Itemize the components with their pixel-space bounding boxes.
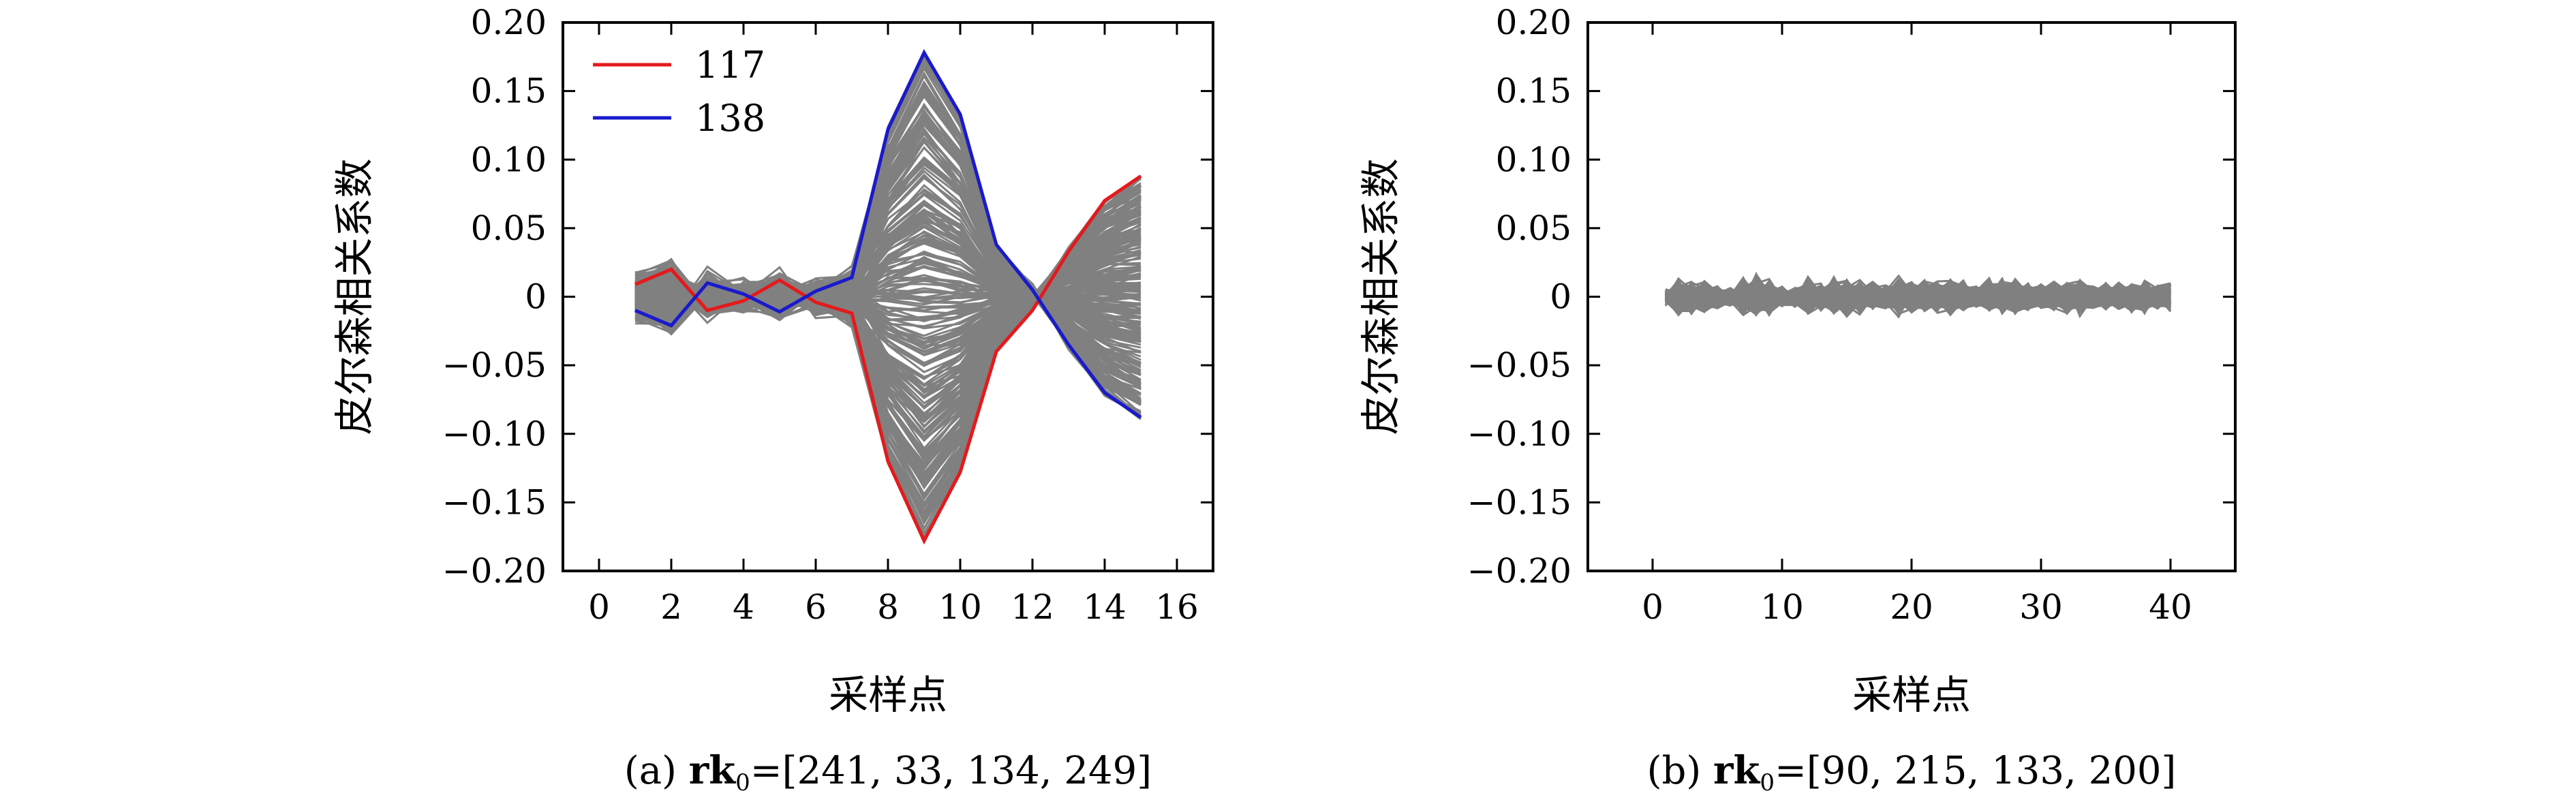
y-tick-label: 0.15 <box>1496 72 1571 111</box>
x-tick-label: 30 <box>2019 587 2063 627</box>
x-tick-label: 10 <box>938 587 982 627</box>
chart-a-caption-subscript: 0 <box>735 769 750 796</box>
chart-a-caption-suffix: =[241, 33, 134, 249] <box>750 749 1152 793</box>
background-line <box>1665 286 2171 311</box>
y-tick-label: 0.15 <box>471 72 547 111</box>
y-tick-label: 0.20 <box>471 3 547 42</box>
legend-label-117: 117 <box>695 44 765 87</box>
chart-b-background-lines <box>1664 271 2172 319</box>
x-tick-label: 40 <box>2149 587 2192 627</box>
series-line-138 <box>634 48 1142 419</box>
chart-a-caption-symbol: rk <box>689 748 737 793</box>
x-tick-label: 6 <box>805 587 827 627</box>
y-tick-label: −0.20 <box>442 551 547 591</box>
y-tick-label: 0.05 <box>471 208 547 248</box>
background-line <box>1665 282 2171 309</box>
chart-a-caption: (a) rk0=[241, 33, 134, 249] <box>624 748 1152 796</box>
background-line <box>634 157 1141 364</box>
chart-b-caption-prefix: (b) <box>1647 749 1713 793</box>
y-tick-label: 0.10 <box>471 140 547 179</box>
chart-a-y-axis: −0.20 −0.15 −0.10 −0.05 0 0.05 0.10 0.15 0.20 <box>442 3 1213 591</box>
chart-b-y-axis: −0.20 −0.15 −0.10 −0.05 0 0.05 0.10 0.15 0.20 <box>1467 3 2235 591</box>
chart-a-x-axis: 0 2 4 6 8 10 12 14 16 <box>588 22 1199 627</box>
background-line <box>634 193 1141 346</box>
x-tick-label: 16 <box>1155 587 1199 627</box>
y-tick-label: −0.10 <box>1467 414 1571 454</box>
x-tick-label: 4 <box>733 587 754 627</box>
chart-b-x-axis-title: 采样点 <box>1852 672 1971 718</box>
background-line <box>634 234 1141 428</box>
x-tick-label: 10 <box>1760 587 1804 627</box>
chart-b-caption-subscript: 0 <box>1760 769 1775 796</box>
x-tick-label: 8 <box>877 587 899 627</box>
chart-a-y-axis-title: 皮尔森相关系数 <box>331 158 378 435</box>
y-tick-label: −0.15 <box>442 482 547 522</box>
y-tick-label: −0.05 <box>1467 345 1571 385</box>
x-tick-label: 12 <box>1011 587 1054 627</box>
legend-label-138: 138 <box>695 97 765 140</box>
y-tick-label: 0.05 <box>1496 208 1571 248</box>
y-tick-label: −0.20 <box>1467 551 1571 591</box>
y-tick-label: 0.10 <box>1496 140 1571 179</box>
x-tick-label: 0 <box>588 587 610 627</box>
y-tick-label: 0 <box>1550 277 1571 317</box>
background-line <box>634 258 1141 386</box>
background-line <box>634 230 1141 326</box>
chart-b-caption-suffix: =[90, 215, 133, 200] <box>1775 749 2176 793</box>
x-tick-label: 2 <box>660 587 682 627</box>
y-tick-label: −0.15 <box>1467 482 1571 522</box>
chart-b-caption: (b) rk0=[90, 215, 133, 200] <box>1647 748 2177 796</box>
y-tick-label: 0.20 <box>1496 3 1571 42</box>
y-tick-label: −0.05 <box>442 345 547 385</box>
chart-a: 0 2 4 6 8 10 12 14 16 −0.20 −0.15 −0.10 −0.05 0 0.05 0… <box>331 3 1214 796</box>
series-line-117 <box>634 174 1142 545</box>
background-line <box>634 216 1141 461</box>
x-tick-label: 14 <box>1083 587 1126 627</box>
y-tick-label: 0 <box>525 277 547 317</box>
chart-a-x-axis-title: 采样点 <box>829 672 947 718</box>
background-line <box>634 89 1141 401</box>
y-tick-label: −0.10 <box>442 414 547 454</box>
chart-b-y-axis-title: 皮尔森相关系数 <box>1358 158 1404 435</box>
x-tick-label: 20 <box>1890 587 1933 627</box>
x-tick-label: 0 <box>1642 587 1663 627</box>
chart-a-caption-prefix: (a) <box>624 749 689 793</box>
chart-b-x-axis: 0 10 20 30 40 <box>1642 22 2192 627</box>
chart-a-series <box>634 48 1142 545</box>
chart-b: 0 10 20 30 40 −0.20 −0.15 −0.10 −0.05 0 0.05 0.10 0… <box>1358 3 2237 796</box>
chart-b-caption-symbol: rk <box>1713 748 1761 793</box>
